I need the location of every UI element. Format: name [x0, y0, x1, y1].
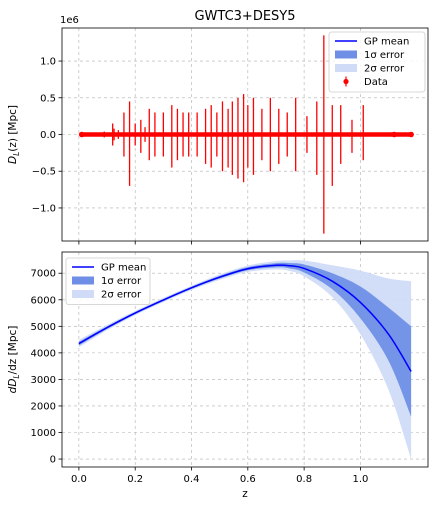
data-point: [315, 132, 319, 137]
data-point: [203, 132, 208, 137]
y-tick-label: 0.0: [40, 130, 56, 141]
data-point: [350, 132, 354, 137]
data-point: [322, 132, 326, 137]
legend-label: 2σ error: [364, 64, 405, 75]
data-point: [294, 132, 298, 137]
data-point: [330, 132, 334, 137]
y-tick-label: −0.5: [32, 167, 56, 178]
data-point: [209, 132, 213, 137]
bottom-x-axis-label: z: [242, 488, 248, 500]
data-point: [305, 132, 309, 137]
y-tick-label: 7000: [31, 269, 56, 280]
y-tick-label: 1.0: [40, 57, 56, 68]
legend-marker-swatch: [343, 78, 349, 85]
top-y-offset-label: 1e6: [60, 15, 79, 26]
data-point: [381, 132, 385, 137]
gp-mean-line: [78, 264, 412, 372]
top-x-ticks: [78, 241, 361, 245]
top-panel: −1.0 −0.5 0.0 0.5 1.0 1e6 DL(z) [Mpc] GP mea…: [7, 15, 429, 245]
data-point: [215, 132, 219, 137]
data-point: [195, 132, 199, 137]
legend-label: 2σ error: [101, 290, 142, 301]
bottom-x-ticks: 0.0 0.2 0.4 0.6 0.8 1.0: [71, 467, 368, 485]
data-point: [147, 132, 151, 137]
data-point: [153, 132, 157, 137]
data-point: [241, 132, 246, 137]
data-point-marker: [78, 131, 85, 138]
data-point: [170, 132, 174, 137]
top-y-ticks: −1.0 −0.5 0.0 0.5 1.0: [32, 57, 62, 214]
x-tick-label: 0.8: [296, 474, 312, 485]
data-point-marker: [408, 131, 414, 138]
data-point: [175, 132, 180, 137]
data-point: [85, 132, 89, 137]
y-tick-label: 3000: [31, 375, 56, 386]
legend-band-swatch: [335, 50, 357, 59]
data-point: [102, 132, 106, 137]
y-tick-label: 6000: [31, 295, 56, 306]
two-sigma-band: [78, 260, 412, 460]
data-point: [133, 132, 137, 137]
bottom-legend: GP mean 1σ error 2σ error: [65, 257, 151, 305]
bottom-y-axis-label: dDL/dz [Mpc]: [7, 326, 21, 394]
data-point: [220, 132, 225, 137]
x-tick-label: 0.6: [240, 474, 256, 485]
y-tick-label: −1.0: [32, 203, 56, 214]
figure-title: GWTC3+DESY5: [194, 9, 295, 24]
x-tick-label: 1.0: [352, 474, 368, 485]
bottom-y-ticks: 0 1000 2000 3000 4000 5000 6000 7000: [31, 269, 62, 466]
legend-band-swatch: [335, 64, 357, 72]
legend-band-swatch: [72, 276, 94, 285]
top-data-errorbars: [78, 35, 414, 234]
x-tick-label: 0.0: [71, 474, 87, 485]
data-point: [260, 132, 264, 137]
data-point: [246, 132, 250, 137]
bottom-axes-frame: [61, 251, 429, 468]
legend-label: 1σ error: [101, 276, 142, 287]
data-point: [230, 132, 234, 137]
data-point: [94, 132, 98, 137]
data-point: [339, 132, 343, 137]
data-point: [226, 132, 230, 137]
data-point: [122, 132, 126, 137]
data-point: [361, 132, 365, 137]
data-point: [285, 132, 289, 137]
x-tick-label: 0.4: [184, 474, 200, 485]
data-point: [161, 132, 165, 137]
data-point: [127, 132, 132, 137]
legend-label: 1σ error: [364, 50, 405, 61]
data-point: [268, 132, 272, 137]
y-tick-label: 0.5: [40, 93, 56, 104]
data-point: [143, 132, 147, 137]
data-point: [139, 132, 143, 137]
legend-band-swatch: [72, 290, 94, 298]
top-legend: GP mean 1σ error 2σ error Data: [328, 31, 426, 93]
x-tick-label: 0.2: [127, 474, 143, 485]
y-tick-label: 2000: [31, 401, 56, 412]
data-point: [112, 132, 116, 137]
data-point: [236, 132, 240, 137]
legend-label: GP mean: [364, 37, 409, 48]
data-point: [277, 132, 281, 137]
y-tick-label: 4000: [31, 348, 56, 359]
legend-label: GP mean: [101, 263, 146, 274]
data-point: [116, 132, 120, 137]
bottom-panel: 0.0 0.2 0.4 0.6 0.8 1.0 0 1000 2000 3000 4000 5000…: [7, 251, 429, 500]
legend-label: Data: [364, 77, 388, 88]
data-point-marker: [391, 131, 398, 138]
data-point: [187, 132, 191, 137]
data-point: [181, 132, 185, 137]
y-tick-label: 1000: [31, 428, 56, 439]
y-tick-label: 5000: [31, 322, 56, 333]
top-y-axis-label: DL(z) [Mpc]: [7, 105, 21, 164]
legend-box: [328, 31, 426, 93]
data-point: [251, 132, 256, 137]
y-tick-label: 0: [50, 455, 56, 466]
